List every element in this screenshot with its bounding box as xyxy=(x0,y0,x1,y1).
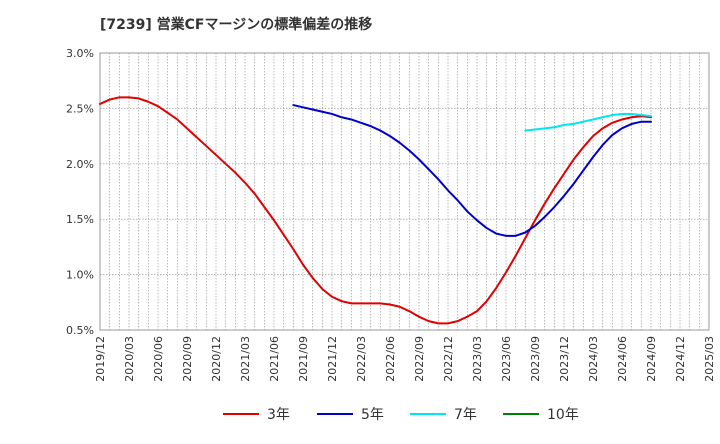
series-line-2 xyxy=(292,104,652,237)
x-tick-label: 2021/12 xyxy=(326,336,339,382)
x-axis-ticks: 2019/12 2020/03 2020/06 2020/09 2020/12 2021/… xyxy=(94,336,716,382)
y-tick-label: 2.0% xyxy=(66,158,94,171)
y-tick-label: 0.5% xyxy=(66,324,94,337)
legend-label-1: 3年 xyxy=(267,407,290,423)
y-tick-label: 2.5% xyxy=(66,102,94,115)
x-tick-label: 2023/09 xyxy=(529,336,542,382)
y-tick-label: 1.0% xyxy=(66,269,94,282)
x-tick-label: 2025/03 xyxy=(703,336,716,382)
y-tick-label: 3.0% xyxy=(66,47,94,60)
legend-label-3: 7年 xyxy=(454,407,477,423)
plot-frame xyxy=(99,52,710,331)
x-tick-label: 2023/06 xyxy=(500,336,513,382)
x-tick-label: 2020/12 xyxy=(210,336,223,382)
x-tick-label: 2021/06 xyxy=(268,336,281,382)
x-tick-label: 2019/12 xyxy=(94,336,107,382)
x-tick-label: 2021/03 xyxy=(239,336,252,382)
x-tick-label: 2023/03 xyxy=(471,336,484,382)
x-tick-label: 2023/12 xyxy=(558,336,571,382)
y-tick-label: 1.5% xyxy=(66,213,94,226)
chart-title: [7239] 営業CFマージンの標準偏差の推移 xyxy=(100,16,372,33)
grid xyxy=(100,53,709,330)
x-tick-label: 2024/03 xyxy=(587,336,600,382)
legend-label-2: 5年 xyxy=(361,407,384,423)
legend-label-4: 10年 xyxy=(547,407,579,423)
x-tick-label: 2022/12 xyxy=(442,336,455,382)
x-tick-label: 2020/09 xyxy=(181,336,194,382)
series-line-3 xyxy=(524,112,652,132)
x-tick-label: 2022/06 xyxy=(384,336,397,382)
x-tick-label: 2022/09 xyxy=(413,336,426,382)
x-tick-label: 2022/03 xyxy=(355,336,368,382)
series-line-1 xyxy=(99,96,652,325)
x-tick-label: 2021/09 xyxy=(297,336,310,382)
x-tick-label: 2020/03 xyxy=(123,336,136,382)
legend: 3年 5年 7年 10年 xyxy=(223,407,579,423)
series-group xyxy=(99,96,652,325)
x-tick-label: 2024/12 xyxy=(674,336,687,382)
x-tick-label: 2024/06 xyxy=(616,336,629,382)
y-axis-ticks: 0.5% 1.0% 1.5% 2.0% 2.5% 3.0% xyxy=(66,47,94,337)
x-tick-label: 2020/06 xyxy=(152,336,165,382)
x-tick-label: 2024/09 xyxy=(645,336,658,382)
